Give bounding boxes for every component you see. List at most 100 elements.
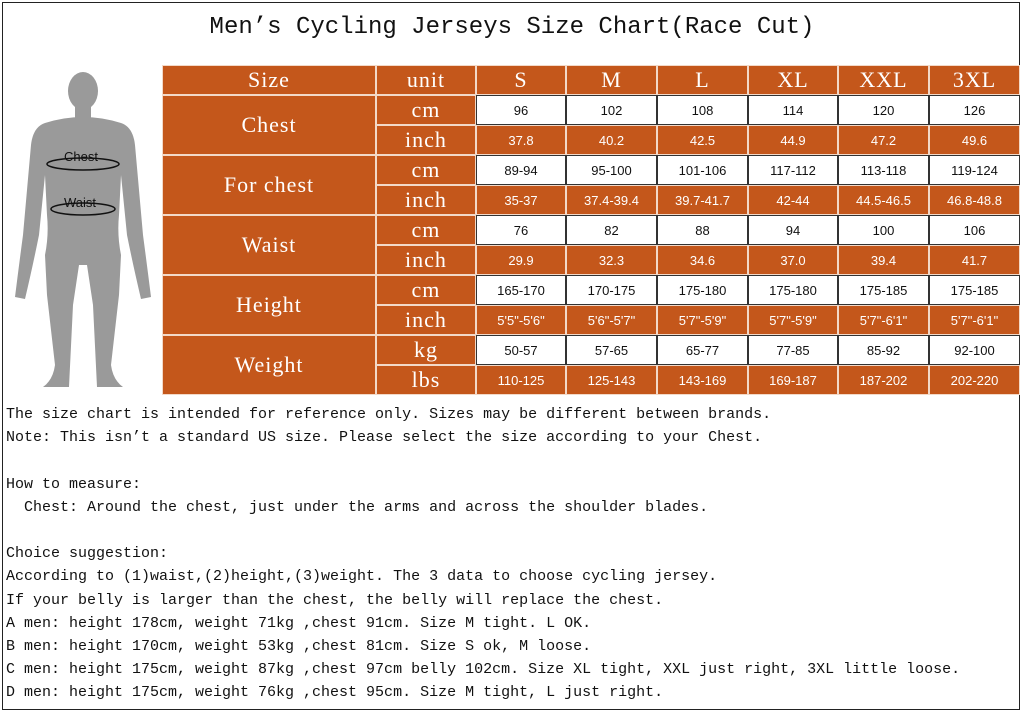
note-line: A men: height 178cm, weight 71kg ,chest … xyxy=(6,614,592,632)
value-cell: 5'7"-6'1" xyxy=(929,305,1020,335)
value-cell: 102 xyxy=(566,95,657,125)
note-line: According to (1)waist,(2)height,(3)weigh… xyxy=(6,568,718,586)
value-cell: 41.7 xyxy=(929,245,1020,275)
value-cell: 120 xyxy=(838,95,929,125)
column-header: S xyxy=(476,65,566,95)
value-cell: 35-37 xyxy=(476,185,566,215)
value-cell: 5'7"-5'9" xyxy=(657,305,748,335)
value-cell: 108 xyxy=(657,95,748,125)
row-label: Weight xyxy=(162,335,376,395)
value-cell: 47.2 xyxy=(838,125,929,155)
column-header: M xyxy=(566,65,657,95)
value-cell: 89-94 xyxy=(476,155,566,185)
value-cell: 77-85 xyxy=(748,335,838,365)
note-block: How to measure: Chest: Around the chest,… xyxy=(6,473,960,519)
value-cell: 32.3 xyxy=(566,245,657,275)
value-cell: 100 xyxy=(838,215,929,245)
unit-cell: cm xyxy=(376,275,476,305)
row-label: For chest xyxy=(162,155,376,215)
unit-cell: lbs xyxy=(376,365,476,395)
unit-cell: cm xyxy=(376,95,476,125)
value-cell: 76 xyxy=(476,215,566,245)
figure-label: Waist xyxy=(64,195,96,210)
value-cell: 37.0 xyxy=(748,245,838,275)
value-cell: 113-118 xyxy=(838,155,929,185)
unit-cell: inch xyxy=(376,185,476,215)
unit-cell: cm xyxy=(376,215,476,245)
value-cell: 42.5 xyxy=(657,125,748,155)
figure-label: Chest xyxy=(64,149,98,164)
value-cell: 175-180 xyxy=(657,275,748,305)
note-line: How to measure: xyxy=(6,475,142,493)
note-line: Choice suggestion: xyxy=(6,545,169,563)
value-cell: 202-220 xyxy=(929,365,1020,395)
value-cell: 5'6"-5'7" xyxy=(566,305,657,335)
value-cell: 175-185 xyxy=(838,275,929,305)
note-block: Choice suggestion: According to (1)waist,… xyxy=(6,542,960,704)
unit-cell: inch xyxy=(376,245,476,275)
value-cell: 5'7"-5'9" xyxy=(748,305,838,335)
unit-cell: cm xyxy=(376,155,476,185)
unit-cell: inch xyxy=(376,125,476,155)
note-line: The size chart is intended for reference… xyxy=(6,406,772,423)
value-cell: 5'7"-6'1" xyxy=(838,305,929,335)
value-cell: 44.9 xyxy=(748,125,838,155)
value-cell: 125-143 xyxy=(566,365,657,395)
value-cell: 101-106 xyxy=(657,155,748,185)
note-line: B men: height 170cm, weight 53kg ,chest … xyxy=(6,638,592,655)
value-cell: 50-57 xyxy=(476,335,566,365)
value-cell: 117-112 xyxy=(748,155,838,185)
body-figure: Chest Waist xyxy=(15,72,151,387)
value-cell: 37.4-39.4 xyxy=(566,185,657,215)
column-header: XL xyxy=(748,65,838,95)
column-header: 3XL xyxy=(929,65,1020,95)
notes: The size chart is intended for reference… xyxy=(6,403,960,714)
value-cell: 96 xyxy=(476,95,566,125)
value-cell: 106 xyxy=(929,215,1020,245)
value-cell: 39.7-41.7 xyxy=(657,185,748,215)
title: Men’s Cycling Jerseys Size Chart(Race Cu… xyxy=(209,14,815,41)
value-cell: 126 xyxy=(929,95,1020,125)
value-cell: 143-169 xyxy=(657,365,748,395)
note-line: If your belly is larger than the chest, … xyxy=(6,591,664,609)
value-cell: 85-92 xyxy=(838,335,929,365)
column-header: Size xyxy=(162,65,376,95)
value-cell: 29.9 xyxy=(476,245,566,275)
value-cell: 119-124 xyxy=(929,155,1020,185)
value-cell: 92-100 xyxy=(929,335,1020,365)
row-label: Waist xyxy=(162,215,376,275)
unit-cell: kg xyxy=(376,335,476,365)
note-line: Chest: Around the chest, just under the … xyxy=(6,498,709,516)
value-cell: 57-65 xyxy=(566,335,657,365)
note-block: The size chart is intended for reference… xyxy=(6,403,960,449)
value-cell: 37.8 xyxy=(476,125,566,155)
waist-line xyxy=(50,202,116,216)
value-cell: 94 xyxy=(748,215,838,245)
value-cell: 110-125 xyxy=(476,365,566,395)
value-cell: 165-170 xyxy=(476,275,566,305)
silhouette xyxy=(15,72,151,387)
value-cell: 82 xyxy=(566,215,657,245)
value-cell: 49.6 xyxy=(929,125,1020,155)
chest-line xyxy=(46,157,120,171)
value-cell: 187-202 xyxy=(838,365,929,395)
value-cell: 5'5"-5'6" xyxy=(476,305,566,335)
value-cell: 65-77 xyxy=(657,335,748,365)
value-cell: 175-180 xyxy=(748,275,838,305)
column-header: L xyxy=(657,65,748,95)
column-header: unit xyxy=(376,65,476,95)
column-header: XXL xyxy=(838,65,929,95)
row-label: Chest xyxy=(162,95,376,155)
note-line: C men: height 175cm, weight 87kg ,chest … xyxy=(6,661,961,679)
value-cell: 114 xyxy=(748,95,838,125)
value-cell: 39.4 xyxy=(838,245,929,275)
unit-cell: inch xyxy=(376,305,476,335)
value-cell: 46.8-48.8 xyxy=(929,185,1020,215)
value-cell: 44.5-46.5 xyxy=(838,185,929,215)
value-cell: 169-187 xyxy=(748,365,838,395)
value-cell: 42-44 xyxy=(748,185,838,215)
value-cell: 170-175 xyxy=(566,275,657,305)
value-cell: 88 xyxy=(657,215,748,245)
value-cell: 175-185 xyxy=(929,275,1020,305)
